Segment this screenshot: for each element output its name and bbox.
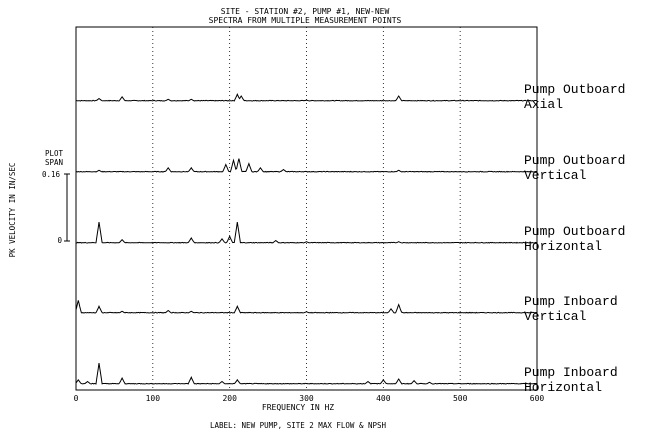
x-tick-label: 400 (376, 394, 391, 403)
x-tick-labels: 0 100 200 300 400 500 600 (74, 394, 545, 403)
x-tick-label: 300 (299, 394, 314, 403)
series-label: Vertical (524, 168, 587, 183)
chart-subtitle: SPECTRA FROM MULTIPLE MEASUREMENT POINTS (209, 16, 402, 25)
x-tick-label: 0 (74, 394, 79, 403)
series-label: Pump Inboard (524, 294, 618, 309)
x-axis-label: FREQUENCY IN HZ (262, 403, 334, 412)
series-line (75, 222, 537, 244)
y-axis-label: PK VELOCITY IN IN/SEC (8, 163, 17, 258)
series-label: Horizontal (524, 239, 602, 254)
grid-lines (152, 27, 461, 390)
series-line (75, 158, 537, 173)
x-tick-label: 500 (453, 394, 468, 403)
series-line (75, 300, 538, 314)
series-label: Pump Inboard (524, 365, 618, 380)
x-tick-label: 200 (222, 394, 237, 403)
series-label: Pump Outboard (524, 82, 625, 97)
series-line (75, 363, 538, 385)
series-label: Pump Outboard (524, 153, 625, 168)
series-label: Horizontal (524, 380, 602, 395)
plot-span-bottom-label: 0 (57, 236, 62, 245)
plot-span-top-label: 0.16 (42, 170, 61, 179)
chart-caption: LABEL: NEW PUMP, SITE 2 MAX FLOW & NPSH (210, 421, 387, 430)
plot-span-scale: PLOT SPAN 0.16 0 (42, 149, 70, 245)
series-label: Pump Outboard (524, 224, 625, 239)
series-line (75, 93, 538, 102)
plot-span-title-line2: SPAN (45, 158, 63, 167)
x-tick-label: 100 (146, 394, 161, 403)
chart-title: SITE - STATION #2, PUMP #1, NEW-NEW (221, 7, 390, 16)
plot-span-title-line1: PLOT (45, 149, 64, 158)
series-label: Axial (524, 97, 563, 112)
series-label: Vertical (524, 309, 587, 324)
x-tick-label: 600 (530, 394, 545, 403)
series-lines (75, 93, 538, 385)
